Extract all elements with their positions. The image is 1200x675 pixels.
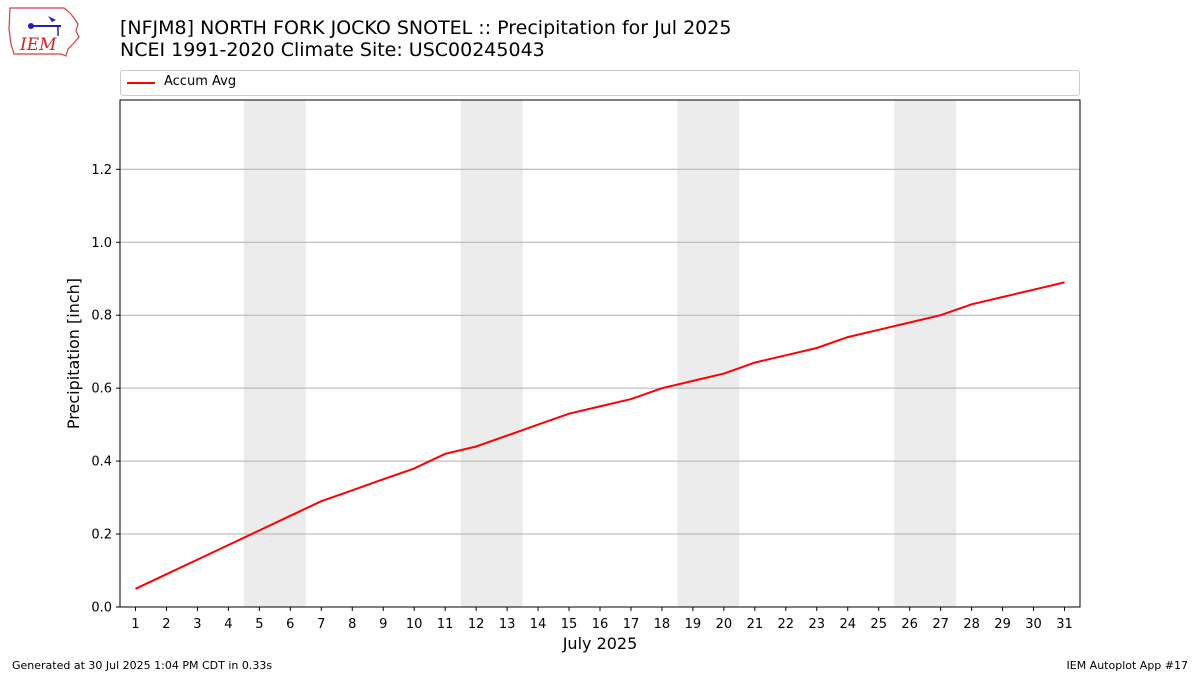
x-tick-label: 12 [468, 617, 485, 632]
weekend-band [894, 100, 957, 607]
y-tick-label: 1.0 [91, 236, 112, 251]
x-tick-label: 9 [379, 617, 387, 632]
y-tick-label: 0.0 [91, 601, 112, 616]
x-tick-label: 22 [778, 617, 795, 632]
x-tick-label: 29 [994, 617, 1011, 632]
iem-logo: IEM [8, 7, 80, 57]
footer-app-id: IEM Autoplot App #17 [1066, 659, 1189, 672]
x-tick-label: 24 [839, 617, 856, 632]
chart-title: [NFJM8] NORTH FORK JOCKO SNOTEL :: Preci… [120, 17, 732, 39]
y-tick-label: 0.4 [91, 455, 112, 470]
x-tick-label: 26 [901, 617, 918, 632]
x-axis-label: July 2025 [562, 634, 638, 653]
y-axis-label: Precipitation [inch] [64, 278, 83, 429]
x-tick-label: 14 [530, 617, 547, 632]
x-tick-label: 13 [499, 617, 516, 632]
svg-text:IEM: IEM [19, 35, 57, 55]
weekend-band [677, 100, 740, 607]
footer-generated: Generated at 30 Jul 2025 1:04 PM CDT in … [12, 659, 273, 672]
x-tick-label: 4 [224, 617, 232, 632]
y-tick-label: 1.2 [91, 163, 112, 178]
x-tick-label: 23 [809, 617, 826, 632]
weekend-band [460, 100, 523, 607]
x-tick-label: 5 [255, 617, 263, 632]
chart-legend: Accum Avg [120, 70, 1080, 96]
x-tick-label: 1 [131, 617, 139, 632]
legend-label-accum-avg: Accum Avg [164, 74, 237, 89]
x-tick-label: 21 [747, 617, 764, 632]
x-tick-label: 27 [932, 617, 949, 632]
y-tick-label: 0.6 [91, 382, 112, 397]
iowa-outline-shape [8, 7, 80, 57]
x-tick-label: 17 [623, 617, 640, 632]
y-tick-label: 0.8 [91, 309, 112, 324]
x-tick-label: 25 [870, 617, 887, 632]
weekend-band [243, 100, 306, 607]
y-tick-label: 0.2 [91, 528, 112, 543]
x-tick-label: 8 [348, 617, 356, 632]
series-line-accum-avg [135, 281, 1065, 590]
x-tick-label: 6 [286, 617, 294, 632]
x-tick-label: 15 [561, 617, 578, 632]
x-tick-label: 7 [317, 617, 325, 632]
legend-swatch-accum-avg [127, 82, 155, 84]
x-tick-label: 2 [162, 617, 170, 632]
x-tick-label: 3 [193, 617, 201, 632]
x-tick-label: 16 [592, 617, 609, 632]
x-tick-label: 30 [1025, 617, 1042, 632]
x-tick-label: 10 [406, 617, 423, 632]
x-tick-label: 19 [685, 617, 702, 632]
x-tick-label: 18 [654, 617, 671, 632]
x-tick-label: 20 [716, 617, 733, 632]
chart-subtitle: NCEI 1991-2020 Climate Site: USC00245043 [120, 39, 545, 61]
x-tick-label: 31 [1056, 617, 1073, 632]
x-tick-label: 11 [437, 617, 454, 632]
x-tick-label: 28 [963, 617, 980, 632]
